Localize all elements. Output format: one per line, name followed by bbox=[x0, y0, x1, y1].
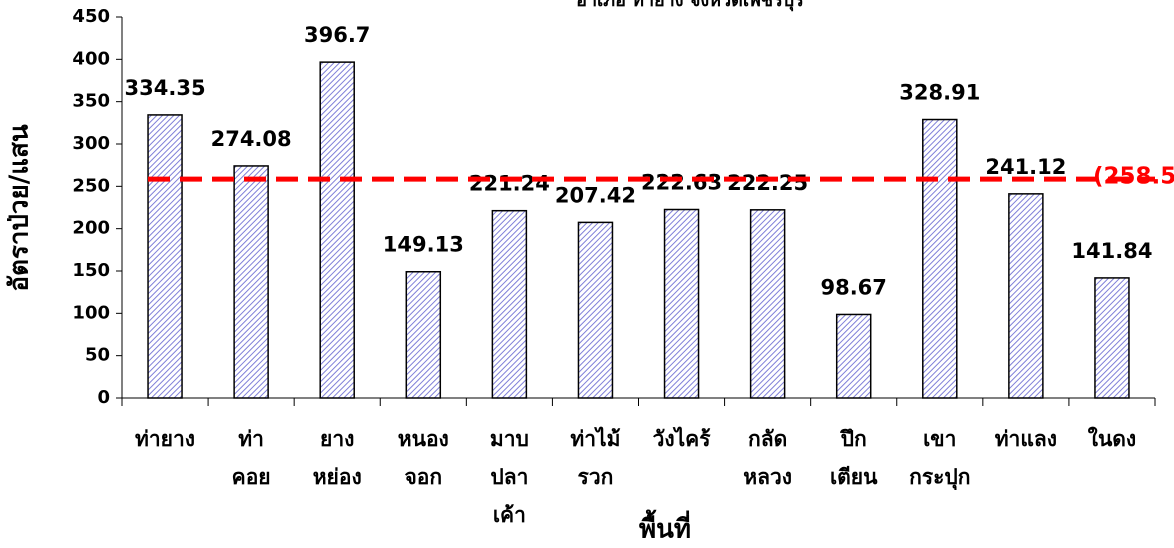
x-tick-label: วังไคร้ bbox=[653, 426, 712, 451]
value-label: 98.67 bbox=[820, 275, 886, 299]
value-label: 207.42 bbox=[555, 183, 636, 207]
x-tick-label: คอย bbox=[232, 465, 271, 489]
y-tick-label: 50 bbox=[85, 345, 110, 366]
y-tick-label: 100 bbox=[72, 302, 110, 323]
y-tick-label: 250 bbox=[72, 175, 110, 196]
x-tick-label: เตียน bbox=[830, 465, 878, 489]
x-tick-label: ยาง bbox=[320, 427, 354, 451]
bar bbox=[147, 114, 183, 399]
x-tick-label: เขา bbox=[923, 427, 956, 451]
value-label: 222.25 bbox=[727, 171, 808, 195]
bar bbox=[319, 61, 355, 399]
value-label: 141.84 bbox=[1071, 239, 1152, 263]
reference-label: (258.56 bbox=[1093, 164, 1174, 190]
value-label: 149.13 bbox=[383, 233, 464, 257]
chart-title: อำเภอ ท่ายาง จังหวัดเพชรบุรี bbox=[576, 0, 804, 12]
y-axis-label: อัตราป่วย/แสน bbox=[5, 124, 35, 292]
x-tick-label: ปึก bbox=[839, 427, 867, 451]
bar bbox=[1008, 193, 1044, 399]
x-tick-label: ท่าไม้ bbox=[570, 426, 620, 451]
y-tick-label: 0 bbox=[97, 387, 110, 408]
bar bbox=[749, 209, 786, 399]
bar bbox=[835, 313, 872, 399]
x-tick-label: ท่ายาง bbox=[135, 427, 195, 451]
y-tick-label: 200 bbox=[72, 218, 110, 239]
x-tick-label: ในดง bbox=[1088, 426, 1137, 451]
x-tick-label: จอก bbox=[404, 465, 442, 489]
x-tick-label: ปลา bbox=[490, 465, 528, 489]
x-tick-label: ท่าแลง bbox=[995, 427, 1057, 451]
y-tick-label: 150 bbox=[72, 260, 110, 281]
x-tick-label: หนอง bbox=[398, 427, 449, 451]
bar bbox=[233, 165, 269, 399]
bar bbox=[405, 270, 442, 399]
y-tick-label: 450 bbox=[72, 6, 110, 27]
x-tick-label: ท่า bbox=[238, 427, 264, 451]
y-tick-label: 350 bbox=[72, 91, 110, 112]
value-label: 222.63 bbox=[641, 171, 722, 195]
bar bbox=[491, 209, 528, 399]
value-label: 274.08 bbox=[211, 127, 292, 151]
x-tick-label: กลัด bbox=[748, 427, 787, 451]
value-label: 241.12 bbox=[985, 155, 1066, 179]
bar bbox=[663, 208, 700, 399]
y-tick-label: 300 bbox=[72, 133, 110, 154]
x-tick-label: เค้า bbox=[493, 503, 526, 527]
x-tick-label: หลวง bbox=[743, 465, 792, 489]
x-tick-label: รวก bbox=[578, 465, 614, 489]
value-label: 221.24 bbox=[469, 172, 550, 196]
y-tick-label: 400 bbox=[72, 48, 110, 69]
x-tick-label: มาบ bbox=[490, 427, 529, 451]
bar bbox=[922, 118, 958, 399]
value-label: 396.7 bbox=[304, 23, 370, 47]
value-label: 334.35 bbox=[125, 76, 206, 100]
value-label: 328.91 bbox=[899, 81, 980, 105]
bar bbox=[1094, 277, 1130, 399]
bar bbox=[577, 221, 614, 399]
x-tick-label: กระปุก bbox=[909, 465, 970, 491]
x-tick-label: หย่อง bbox=[313, 465, 362, 489]
x-axis-label: พื้นที่ bbox=[639, 509, 691, 545]
